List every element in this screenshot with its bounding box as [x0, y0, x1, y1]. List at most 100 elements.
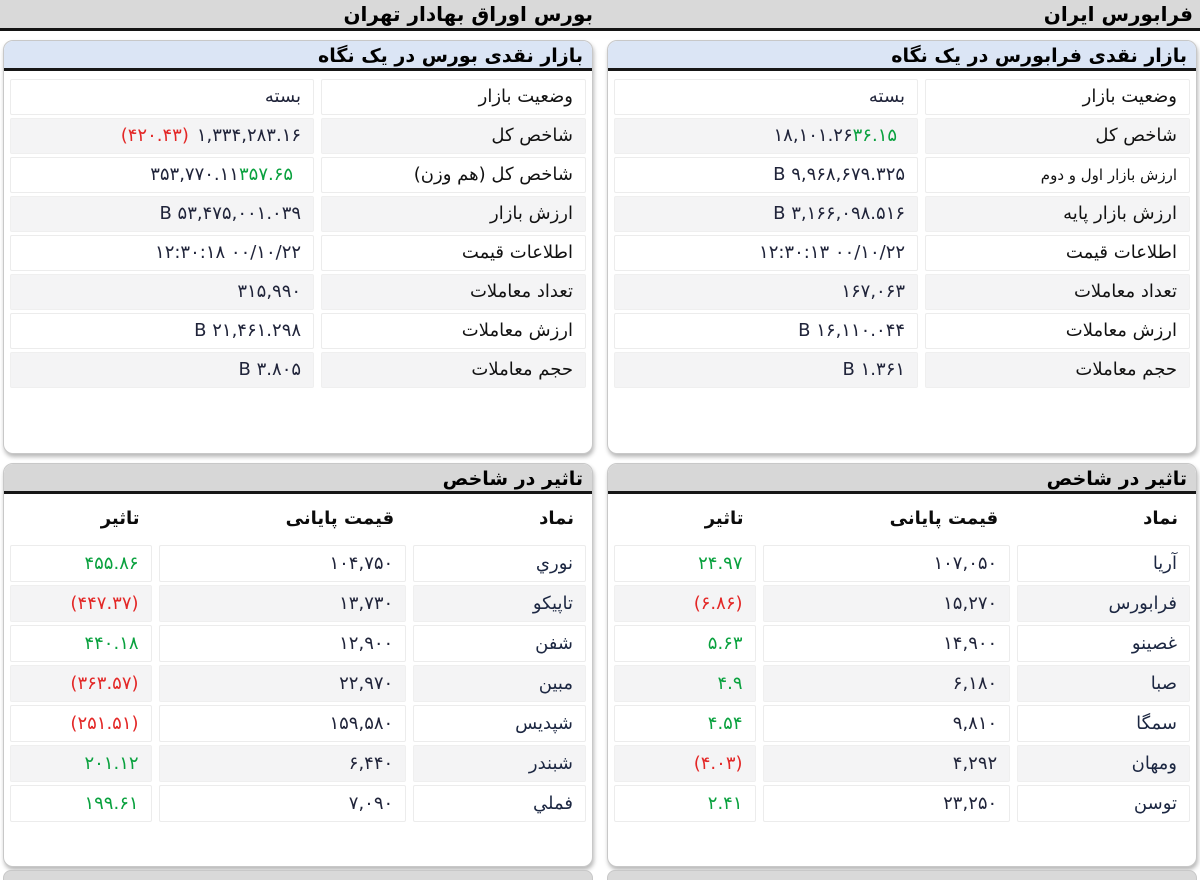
index-impact: (۲۵۱.۵۱) [10, 705, 152, 742]
glance-value: بسته [868, 86, 906, 107]
glance-value: ۰۰/۱۰/۲۲ ۱۲:۳۰:۱۳ [759, 242, 906, 263]
next-section-bar-right [607, 870, 1197, 880]
glance-row-value: ۳.۸۰۵ B [10, 352, 315, 388]
index-impact: ۲۰۱.۱۲ [10, 745, 152, 782]
index-impact: (۳۶۳.۵۷) [10, 665, 152, 702]
glance-change: ۳۶.۱۵ [852, 125, 898, 146]
column-header-impact: تاثیر [704, 508, 744, 529]
farabourse-column: بازار نقدی فرابورس در یک نگاه وضعیت بازا… [607, 40, 1197, 867]
glance-row-label: وضعیت بازار [925, 79, 1190, 115]
glance-row: حجم معاملات ۳.۸۰۵ B [10, 352, 586, 388]
glance-row-label: شاخص کل [925, 118, 1190, 154]
glance-value: ۹,۹۶۸,۶۷۹.۳۲۵ B [773, 164, 906, 185]
closing-price: ۱۳,۷۳۰ [158, 585, 407, 622]
closing-price: ۹,۸۱۰ [762, 705, 1011, 742]
glance-value: ۱۸,۱۰۱.۲۶ [773, 125, 853, 146]
bourse-impact-rows: نوري ۱۰۴,۷۵۰ ۴۵۵.۸۶ تاپیکو ۱۳,۷۳۰ (۴۴۷.۳… [4, 537, 592, 822]
glance-row-value: ۱,۳۳۴,۲۸۳.۱۶ (۴۲۰.۴۳) [10, 118, 315, 154]
glance-value: ۳.۸۰۵ B [238, 359, 302, 380]
glance-row-value: ۱۶۷,۰۶۳ [614, 274, 919, 310]
impact-row: شپدیس ۱۵۹,۵۸۰ (۲۵۱.۵۱) [10, 705, 586, 742]
symbol-link[interactable]: مبین [413, 665, 586, 702]
closing-price: ۱۵,۲۷۰ [762, 585, 1011, 622]
glance-row-value: ۱۸,۱۰۱.۲۶۳۶.۱۵ [614, 118, 919, 154]
impact-table-header: نماد قیمت پایانی تاثیر [4, 494, 592, 537]
impact-row: شفن ۱۲,۹۰۰ ۴۴۰.۱۸ [10, 625, 586, 662]
symbol-link[interactable]: شفن [413, 625, 586, 662]
glance-value: ۲۱,۴۶۱.۲۹۸ B [194, 320, 302, 341]
glance-row: تعداد معاملات ۳۱۵,۹۹۰ [10, 274, 586, 310]
symbol-link[interactable]: نوري [413, 545, 586, 582]
symbol-link[interactable]: تاپیکو [413, 585, 586, 622]
bourse-column: بازار نقدی بورس در یک نگاه وضعیت بازار ب… [3, 40, 593, 867]
column-header-closing-price: قیمت پایانی [889, 508, 999, 529]
column-header-symbol: نماد [539, 508, 574, 529]
impact-row: غصینو ۱۴,۹۰۰ ۵.۶۳ [614, 625, 1190, 662]
closing-price: ۱۰۴,۷۵۰ [158, 545, 407, 582]
symbol-link[interactable]: آریا [1017, 545, 1190, 582]
bourse-glance-title: بازار نقدی بورس در یک نگاه [4, 41, 592, 71]
glance-row: حجم معاملات ۱.۳۶۱ B [614, 352, 1190, 388]
index-impact: ۱۹۹.۶۱ [10, 785, 152, 822]
glance-row: تعداد معاملات ۱۶۷,۰۶۳ [614, 274, 1190, 310]
column-header-closing-price: قیمت پایانی [285, 508, 395, 529]
symbol-link[interactable]: شپدیس [413, 705, 586, 742]
impact-row: ومهان ۴,۲۹۲ (۴.۰۳) [614, 745, 1190, 782]
glance-row: وضعیت بازار بسته [10, 79, 586, 115]
glance-row-label: ارزش معاملات [925, 313, 1190, 349]
glance-row-label: شاخص کل (هم وزن) [321, 157, 586, 193]
glance-change: ۳۵۷.۶۵ [238, 164, 294, 185]
glance-row: شاخص کل ۱۸,۱۰۱.۲۶۳۶.۱۵ [614, 118, 1190, 154]
glance-row-value: ۱۶,۱۱۰.۰۴۴ B [614, 313, 919, 349]
glance-row-label: شاخص کل [321, 118, 586, 154]
closing-price: ۱۵۹,۵۸۰ [158, 705, 407, 742]
symbol-link[interactable]: ومهان [1017, 745, 1190, 782]
symbol-link[interactable]: فملي [413, 785, 586, 822]
glance-row-value: ۵۳,۴۷۵,۰۰۱.۰۳۹ B [10, 196, 315, 232]
glance-value: ۳۵۳,۷۷۰.۱۱ [150, 164, 239, 185]
glance-value: ۰۰/۱۰/۲۲ ۱۲:۳۰:۱۸ [155, 242, 302, 263]
index-impact: ۴.۹ [614, 665, 756, 702]
symbol-link[interactable]: صبا [1017, 665, 1190, 702]
closing-price: ۲۳,۲۵۰ [762, 785, 1011, 822]
impact-row: شبندر ۶,۴۴۰ ۲۰۱.۱۲ [10, 745, 586, 782]
impact-row: صبا ۶,۱۸۰ ۴.۹ [614, 665, 1190, 702]
impact-row: فرابورس ۱۵,۲۷۰ (۶.۸۶) [614, 585, 1190, 622]
columns: بازار نقدی فرابورس در یک نگاه وضعیت بازا… [0, 31, 1200, 867]
index-impact: ۲.۴۱ [614, 785, 756, 822]
impact-row: نوري ۱۰۴,۷۵۰ ۴۵۵.۸۶ [10, 545, 586, 582]
impact-table-header: نماد قیمت پایانی تاثیر [608, 494, 1196, 537]
symbol-link[interactable]: توسن [1017, 785, 1190, 822]
glance-value: ۱۶,۱۱۰.۰۴۴ B [798, 320, 906, 341]
symbol-link[interactable]: سمگا [1017, 705, 1190, 742]
glance-row: ارزش معاملات ۱۶,۱۱۰.۰۴۴ B [614, 313, 1190, 349]
impact-row: آریا ۱۰۷,۰۵۰ ۲۴.۹۷ [614, 545, 1190, 582]
index-impact: ۴۴۰.۱۸ [10, 625, 152, 662]
symbol-link[interactable]: غصینو [1017, 625, 1190, 662]
glance-row-value: ۹,۹۶۸,۶۷۹.۳۲۵ B [614, 157, 919, 193]
farabourse-glance-title: بازار نقدی فرابورس در یک نگاه [608, 41, 1196, 71]
glance-row: شاخص کل (هم وزن) ۳۵۳,۷۷۰.۱۱۳۵۷.۶۵ [10, 157, 586, 193]
farabourse-impact-panel: تاثیر در شاخص نماد قیمت پایانی تاثیر آری… [607, 463, 1197, 867]
market-header-bourse: بورس اوراق بهادار تهران [343, 2, 593, 26]
symbol-link[interactable]: فرابورس [1017, 585, 1190, 622]
glance-row-value: ۳,۱۶۶,۰۹۸.۵۱۶ B [614, 196, 919, 232]
glance-row: ارزش بازار پایه ۳,۱۶۶,۰۹۸.۵۱۶ B [614, 196, 1190, 232]
column-header-symbol: نماد [1143, 508, 1178, 529]
glance-row-value: ۳۵۳,۷۷۰.۱۱۳۵۷.۶۵ [10, 157, 315, 193]
glance-row-label: اطلاعات قیمت [925, 235, 1190, 271]
impact-row: سمگا ۹,۸۱۰ ۴.۵۴ [614, 705, 1190, 742]
index-impact: (۶.۸۶) [614, 585, 756, 622]
closing-price: ۶,۱۸۰ [762, 665, 1011, 702]
glance-row-label: ارزش معاملات [321, 313, 586, 349]
glance-row: اطلاعات قیمت ۰۰/۱۰/۲۲ ۱۲:۳۰:۱۳ [614, 235, 1190, 271]
closing-price: ۷,۰۹۰ [158, 785, 407, 822]
farabourse-impact-rows: آریا ۱۰۷,۰۵۰ ۲۴.۹۷ فرابورس ۱۵,۲۷۰ (۶.۸۶)… [608, 537, 1196, 822]
closing-price: ۲۲,۹۷۰ [158, 665, 407, 702]
symbol-link[interactable]: شبندر [413, 745, 586, 782]
glance-row-label: حجم معاملات [925, 352, 1190, 388]
glance-row-label: اطلاعات قیمت [321, 235, 586, 271]
index-impact: ۲۴.۹۷ [614, 545, 756, 582]
glance-value: ۱.۳۶۱ B [842, 359, 906, 380]
impact-row: مبین ۲۲,۹۷۰ (۳۶۳.۵۷) [10, 665, 586, 702]
